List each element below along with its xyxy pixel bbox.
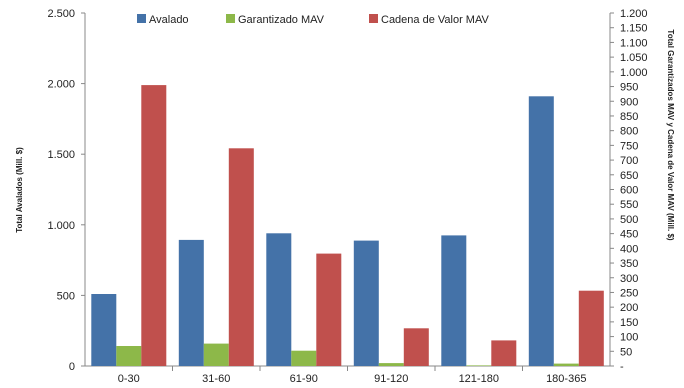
y2-tick-label: 100 xyxy=(620,332,638,344)
y2-tick-label: 1.200 xyxy=(620,8,648,20)
bar-avalado xyxy=(266,233,292,366)
y2-tick-label: 550 xyxy=(620,199,638,211)
legend-swatch xyxy=(369,14,378,23)
bars xyxy=(91,85,604,367)
bar-garantizado-mav xyxy=(116,346,142,366)
legend-swatch xyxy=(137,14,146,23)
y2-tick-label: 700 xyxy=(620,155,638,167)
y-tick-label: 0 xyxy=(69,361,75,373)
y-tick-label: 2.000 xyxy=(47,79,75,91)
bar-avalado xyxy=(353,240,379,366)
y-tick-label: 500 xyxy=(57,290,75,302)
legend-swatch xyxy=(226,14,235,23)
bar-avalado xyxy=(91,294,117,366)
y2-tick-label: 350 xyxy=(620,258,638,270)
y-tick-label: 1.000 xyxy=(47,220,75,232)
y2-tick-label: 300 xyxy=(620,273,638,285)
y2-tick-label: 450 xyxy=(620,229,638,241)
y2-tick-label: 150 xyxy=(620,317,638,329)
bar-avalado xyxy=(528,96,554,367)
y-tick-label: 1.500 xyxy=(47,149,75,161)
bar-cadena-de-valor-mav xyxy=(578,290,604,366)
y2-tick-label: 950 xyxy=(620,82,638,94)
legend-label: Avalado xyxy=(149,14,189,26)
y2-tick-label: 650 xyxy=(620,170,638,182)
y2-tick-label: 850 xyxy=(620,111,638,123)
y2-tick-label: 750 xyxy=(620,140,638,152)
legend-label: Garantizado MAV xyxy=(238,14,325,26)
bar-cadena-de-valor-mav xyxy=(403,328,429,366)
x-tick-label: 121-180 xyxy=(459,373,499,385)
x-tick-label: 91-120 xyxy=(374,373,408,385)
x-tick-label: 0-30 xyxy=(118,373,140,385)
y2-tick-label: - xyxy=(620,361,624,373)
y2-tick-label: 600 xyxy=(620,185,638,197)
y2-tick-label: 900 xyxy=(620,96,638,108)
bar-garantizado-mav xyxy=(291,350,317,366)
bar-garantizado-mav xyxy=(203,343,229,366)
y2-tick-label: 400 xyxy=(620,243,638,255)
bar-garantizado-mav xyxy=(378,363,404,366)
bar-garantizado-mav xyxy=(466,365,492,366)
axes xyxy=(81,12,614,371)
y2-tick-label: 250 xyxy=(620,287,638,299)
bar-garantizado-mav xyxy=(553,363,579,366)
bar-cadena-de-valor-mav xyxy=(228,148,254,366)
bar-cadena-de-valor-mav xyxy=(141,85,167,366)
legend-label: Cadena de Valor MAV xyxy=(381,14,489,26)
y2-tick-label: 50 xyxy=(620,346,632,358)
x-tick-label: 31-60 xyxy=(202,373,230,385)
bar-cadena-de-valor-mav xyxy=(316,253,342,366)
y2-tick-label: 200 xyxy=(620,302,638,314)
bar-cadena-de-valor-mav xyxy=(491,340,517,366)
y-axis-title: Total Avalados (Mill. $) xyxy=(15,147,24,233)
bar-avalado xyxy=(441,235,467,366)
y2-tick-label: 1.050 xyxy=(620,52,648,64)
bar-avalado xyxy=(178,239,204,366)
y2-tick-label: 1.150 xyxy=(620,23,648,35)
y2-tick-label: 1.100 xyxy=(620,37,648,49)
y2-tick-label: 500 xyxy=(620,214,638,226)
x-tick-label: 61-90 xyxy=(290,373,318,385)
legend: Avalado Garantizado MAV Cadena de Valor MA… xyxy=(137,14,489,26)
x-tick-label: 180-365 xyxy=(546,373,586,385)
y2-axis-title: Total Garantizados MAV y Cadena de Valor… xyxy=(666,29,675,240)
tick-labels: 0 500 1.000 1.500 2.000 2.500 - 50 100 150 200 250 3… xyxy=(47,8,647,385)
y2-tick-label: 1.000 xyxy=(620,67,648,79)
y-tick-label: 2.500 xyxy=(47,8,75,20)
y2-tick-label: 800 xyxy=(620,126,638,138)
